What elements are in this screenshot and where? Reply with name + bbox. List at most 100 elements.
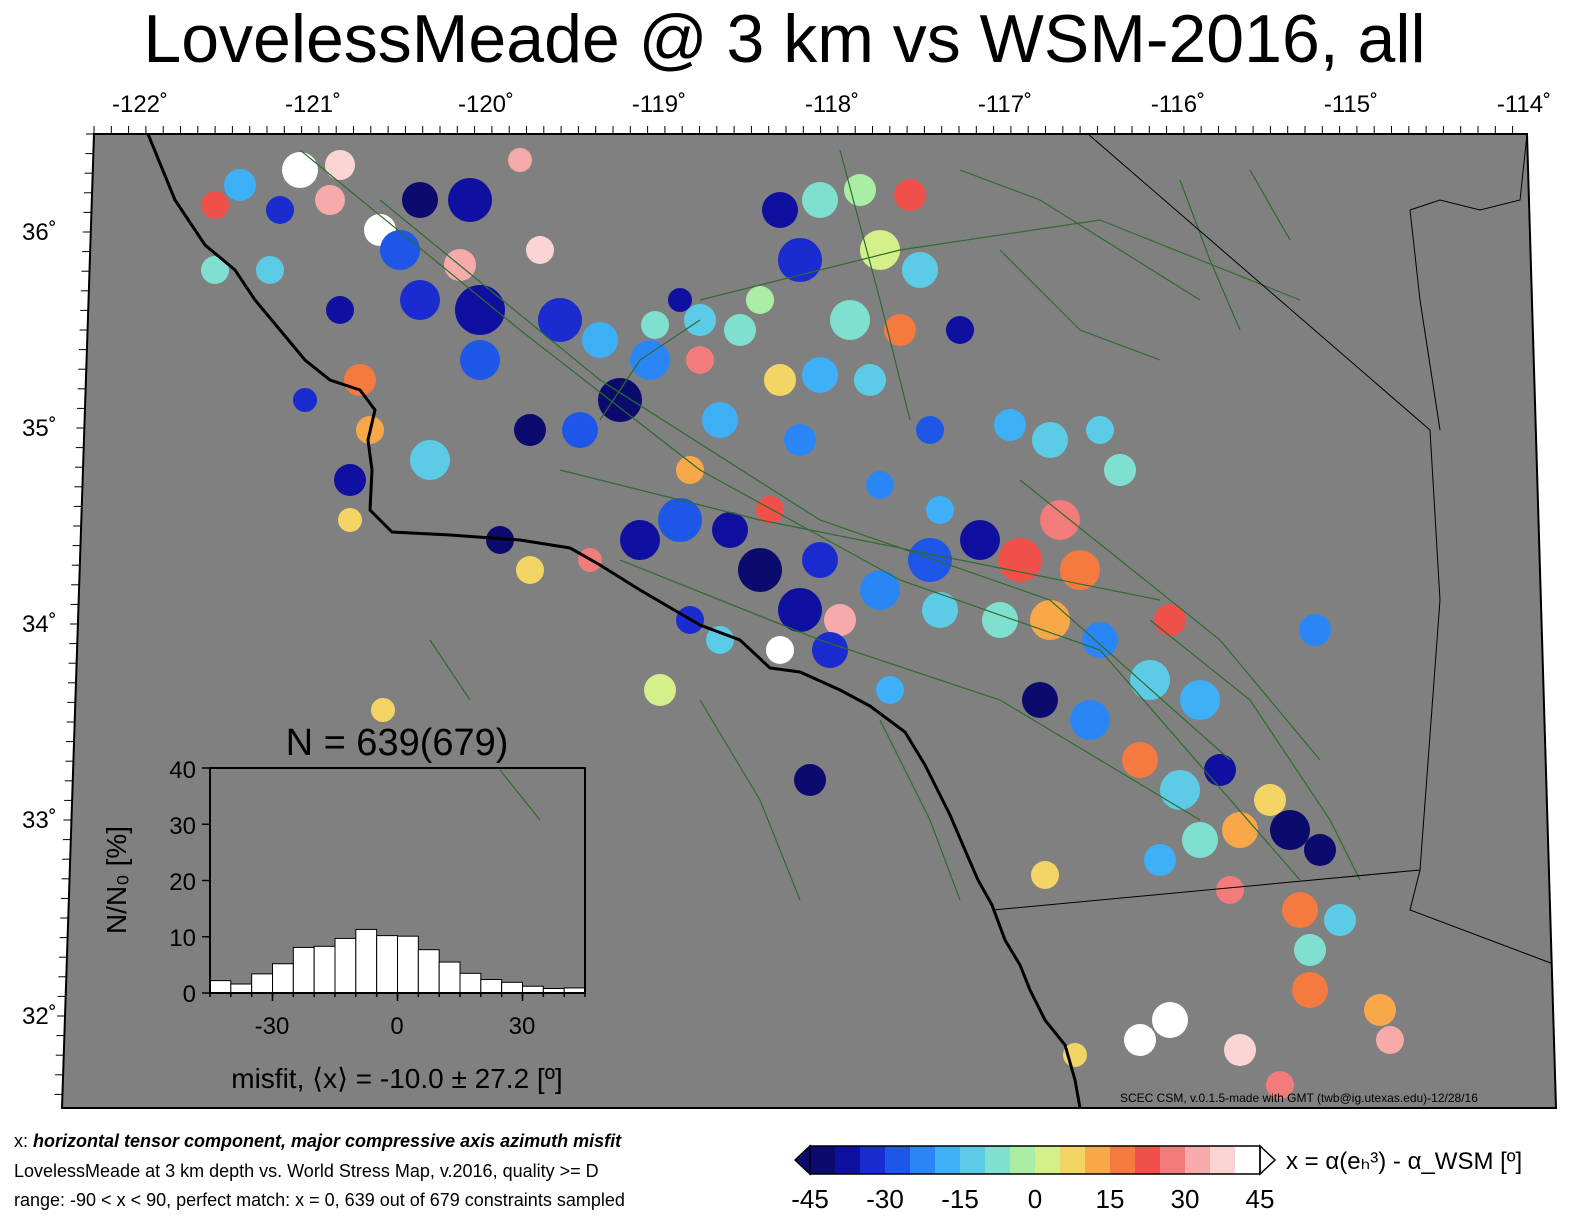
caption-bold-text: horizontal tensor component, major compr… — [33, 1131, 622, 1151]
misfit-patch — [1122, 742, 1158, 778]
lon-tick-label: -118˚ — [805, 91, 859, 118]
lon-tick-label: -119˚ — [632, 91, 686, 118]
misfit-patch — [876, 676, 904, 704]
misfit-patch — [582, 322, 618, 358]
misfit-patch — [1030, 600, 1070, 640]
misfit-patch — [802, 357, 838, 393]
figure-title: LovelessMeade @ 3 km vs WSM-2016, all — [143, 1, 1426, 77]
misfit-patch — [784, 424, 816, 456]
colorbar-cell — [860, 1146, 886, 1174]
misfit-patch — [1180, 680, 1220, 720]
histogram-bar — [417, 949, 440, 994]
misfit-patch — [448, 178, 492, 222]
colorbar-cell — [810, 1146, 836, 1174]
misfit-patch — [802, 182, 838, 218]
misfit-patch — [1364, 994, 1396, 1026]
histogram-bar — [355, 928, 378, 994]
misfit-patch — [455, 285, 505, 335]
misfit-patch — [854, 364, 886, 396]
misfit-patch — [738, 548, 782, 592]
misfit-patch — [1282, 892, 1318, 928]
misfit-patch — [1294, 934, 1326, 966]
misfit-patch — [315, 185, 345, 215]
misfit-patch — [1130, 660, 1170, 700]
misfit-patch — [922, 592, 958, 628]
histogram-ticks — [202, 767, 586, 1001]
misfit-patch — [794, 764, 826, 796]
colorbar-cell — [1210, 1146, 1236, 1174]
misfit-patch — [1292, 972, 1328, 1008]
colorbar-cell — [1160, 1146, 1186, 1174]
lon-tick-label: -117˚ — [978, 91, 1032, 118]
misfit-patch — [334, 464, 366, 496]
misfit-patch — [1070, 700, 1110, 740]
misfit-patch — [830, 300, 870, 340]
histogram-yticks: 0 10 20 30 40 — [169, 757, 196, 1008]
misfit-patch — [1270, 810, 1310, 850]
histogram-ytick: 30 — [169, 813, 196, 840]
misfit-patch — [1104, 454, 1136, 486]
histogram-xtick: -30 — [255, 1013, 290, 1040]
misfit-patch — [1152, 1002, 1188, 1038]
misfit-patch — [460, 340, 500, 380]
histogram-bar — [480, 979, 503, 994]
map-frame — [60, 133, 1558, 1109]
misfit-patch — [400, 280, 440, 320]
misfit-patch — [982, 602, 1018, 638]
colorbar-cell — [1085, 1146, 1111, 1174]
misfit-patch — [860, 230, 900, 270]
misfit-patch — [712, 512, 748, 548]
misfit-patch — [1216, 876, 1244, 904]
colorbar-cell — [1010, 1146, 1036, 1174]
misfit-patch — [1160, 770, 1200, 810]
misfit-patch — [201, 191, 229, 219]
histogram-bar — [272, 963, 294, 994]
misfit-patch — [916, 416, 944, 444]
misfit-patch — [325, 150, 355, 180]
misfit-patch — [1022, 682, 1058, 718]
histogram-bar — [230, 983, 253, 994]
colorbar-tick: 45 — [1246, 1184, 1275, 1214]
fault-lines — [299, 149, 1361, 901]
misfit-patch — [926, 496, 954, 524]
histogram-inset: N = 639(679) 0 10 20 30 40 -30 0 30 N/N₀… — [101, 722, 586, 1094]
lat-tick-label: 36˚ — [22, 219, 57, 246]
misfit-patch — [884, 314, 916, 346]
colorbar-tick: -45 — [791, 1184, 829, 1214]
histogram-bar — [251, 973, 274, 994]
misfit-patch — [380, 230, 420, 270]
misfit-patch — [598, 378, 642, 422]
misfit-patch — [630, 340, 670, 380]
misfit-patch — [256, 256, 284, 284]
caption-line-2: LovelessMeade at 3 km depth vs. World St… — [14, 1161, 599, 1181]
misfit-patch — [908, 538, 952, 582]
histogram-xticks: -30 0 30 — [255, 1013, 536, 1040]
colorbar-cell — [1235, 1146, 1261, 1174]
misfit-patch — [894, 179, 926, 211]
misfit-patch — [702, 402, 738, 438]
misfit-patch — [1060, 550, 1100, 590]
histogram-bars — [209, 928, 586, 994]
colorbar-low-arrow — [793, 1144, 811, 1176]
misfit-patch — [668, 288, 692, 312]
histogram-xtick: 30 — [509, 1013, 536, 1040]
misfit-patch — [866, 471, 894, 499]
misfit-patch — [1154, 604, 1186, 636]
map-minor-ticks — [54, 126, 1514, 1095]
histogram-bar — [313, 945, 336, 994]
misfit-patch — [778, 588, 822, 632]
colorbar-label: x = α(eₕ³) - α_WSM [º] — [1286, 1148, 1523, 1175]
misfit-patch — [1144, 844, 1176, 876]
misfit-patch — [538, 298, 582, 342]
caption-line-3: range: -90 < x < 90, perfect match: x = … — [14, 1190, 625, 1210]
colorbar-high-arrow — [1259, 1144, 1277, 1176]
misfit-patch — [1304, 834, 1336, 866]
misfit-patch — [1086, 416, 1114, 444]
misfit-patch — [646, 676, 674, 704]
misfit-patch — [1254, 784, 1286, 816]
histogram-bar — [501, 981, 523, 994]
caption-line-1: x: horizontal tensor component, major co… — [14, 1131, 621, 1152]
colorbar-cell — [1060, 1146, 1086, 1174]
misfit-patch — [526, 236, 554, 264]
colorbar-cell — [985, 1146, 1011, 1174]
